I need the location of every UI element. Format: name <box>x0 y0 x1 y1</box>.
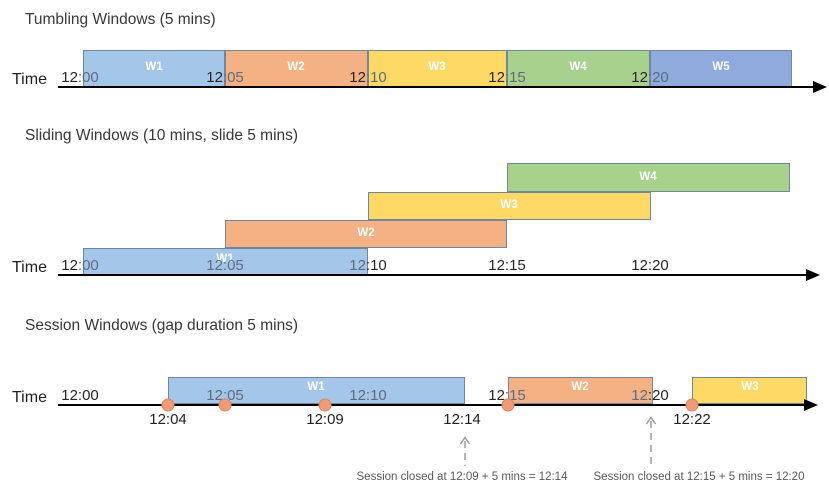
tick-label-12-10: 12:10 <box>349 257 387 274</box>
window-label-w3: W3 <box>500 199 518 211</box>
tick-label-12-05: 12:05 <box>206 257 244 274</box>
session-close-annotation-2: Session closed at 12:15 + 5 mins = 12:20 <box>593 471 805 483</box>
timeline-axis <box>58 86 814 88</box>
event-time-label-12-22: 12:22 <box>673 411 711 428</box>
tick-label-12-00: 12:00 <box>61 257 99 274</box>
tick-label-12-10: 12:10 <box>349 387 387 404</box>
window-label-w4: W4 <box>569 61 587 73</box>
tick-label-12-10: 12:10 <box>349 69 387 86</box>
window-label-w2: W2 <box>571 381 589 393</box>
event-dot <box>685 398 699 412</box>
window-box-w2 <box>225 220 507 248</box>
window-label-w3: W3 <box>428 61 446 73</box>
axis-arrowhead-icon <box>813 81 827 93</box>
event-time-label-12-09: 12:09 <box>306 411 344 428</box>
window-box-w3 <box>368 50 507 87</box>
tick-label-12-00: 12:00 <box>61 69 99 86</box>
event-time-label-12-14: 12:14 <box>443 411 481 428</box>
event-dot <box>161 398 175 412</box>
window-box-w3 <box>692 377 807 404</box>
time-axis-label: Time <box>12 71 47 88</box>
window-label-w2: W2 <box>357 227 375 239</box>
window-label-w3: W3 <box>741 381 759 393</box>
section-title-session: Session Windows (gap duration 5 mins) <box>25 317 299 334</box>
time-axis-label: Time <box>12 259 47 276</box>
section-title-tumbling: Tumbling Windows (5 mins) <box>25 11 216 28</box>
window-box-w2 <box>225 50 368 87</box>
window-label-w1: W1 <box>145 61 163 73</box>
event-dot <box>318 398 332 412</box>
event-dot <box>501 398 515 412</box>
window-box-w3 <box>368 192 651 220</box>
window-label-w5: W5 <box>712 61 730 73</box>
event-dot <box>218 398 232 412</box>
window-box-w2 <box>508 377 653 404</box>
section-title-sliding: Sliding Windows (10 mins, slide 5 mins) <box>25 127 299 144</box>
session-close-arrow-icon <box>457 436 473 467</box>
timeline-axis <box>58 404 805 406</box>
tick-label-12-20: 12:20 <box>631 69 669 86</box>
tick-label-12-20: 12:20 <box>631 387 669 404</box>
event-time-label-12-04: 12:04 <box>149 411 187 428</box>
session-close-arrow-icon <box>643 416 659 467</box>
tick-label-12-05: 12:05 <box>206 69 244 86</box>
window-label-w1: W1 <box>216 253 234 265</box>
window-label-w1: W1 <box>307 381 325 393</box>
tick-label-12-20: 12:20 <box>631 257 669 274</box>
window-box-w1 <box>83 50 225 87</box>
window-label-w2: W2 <box>287 61 305 73</box>
axis-arrowhead-icon <box>806 269 820 281</box>
window-box-w1 <box>168 377 465 404</box>
tick-label-12-00: 12:00 <box>61 387 99 404</box>
tick-label-12-15: 12:15 <box>488 69 526 86</box>
timeline-axis <box>58 274 807 276</box>
tick-label-12-15: 12:15 <box>488 257 526 274</box>
window-box-w4 <box>507 163 790 192</box>
session-close-annotation-1: Session closed at 12:09 + 5 mins = 12:14 <box>356 471 568 483</box>
window-label-w4: W4 <box>639 171 657 183</box>
axis-arrowhead-icon <box>804 399 818 411</box>
time-axis-label: Time <box>12 389 47 406</box>
